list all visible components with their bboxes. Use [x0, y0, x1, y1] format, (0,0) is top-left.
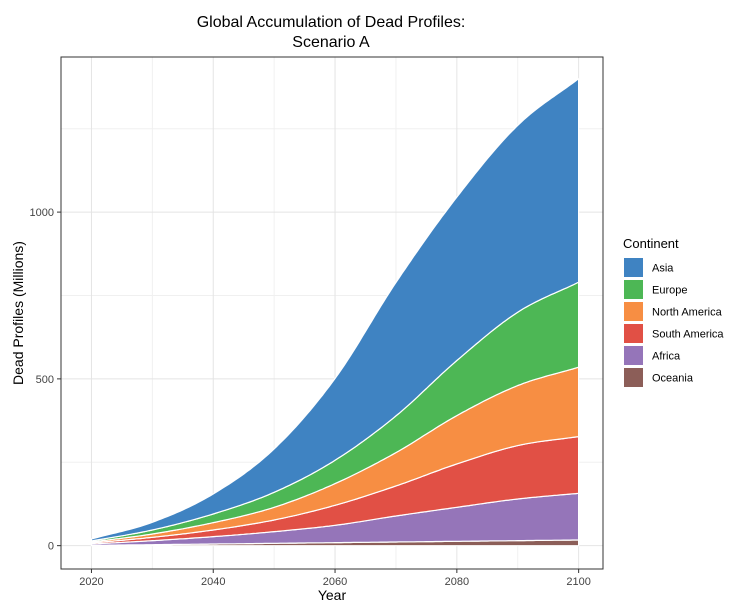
legend-swatch-oceania: [624, 368, 643, 387]
legend-label-europe: Europe: [652, 285, 687, 297]
legend-swatch-north-america: [624, 302, 643, 321]
legend-label-asia: Asia: [652, 263, 674, 275]
legend-title: Continent: [623, 236, 679, 251]
legend: Continent Asia Europe North America South A…: [623, 236, 724, 387]
legend-label-south-america: South America: [652, 329, 724, 341]
legend-label-africa: Africa: [652, 351, 681, 363]
x-tick-label: 2080: [445, 576, 469, 588]
chart-title-line-2: Scenario A: [292, 34, 370, 51]
legend-swatch-europe: [624, 280, 643, 299]
x-tick-label: 2060: [323, 576, 347, 588]
area-asia: [90, 78, 580, 542]
y-tick-label: 500: [36, 374, 54, 386]
y-tick-label: 1000: [30, 207, 54, 219]
x-tick-label: 2020: [79, 576, 103, 588]
x-axis-title: Year: [318, 587, 347, 603]
legend-label-oceania: Oceania: [652, 373, 694, 385]
legend-swatch-asia: [624, 258, 643, 277]
y-axis: 0 500 1000: [30, 207, 61, 553]
plot-border: [60, 56, 604, 570]
y-axis-title: Dead Profiles (Millions): [10, 241, 26, 385]
x-tick-label: 2040: [201, 576, 225, 588]
legend-label-north-america: North America: [652, 307, 723, 319]
x-axis: 2020 2040 2060 2080 2100: [79, 569, 591, 588]
chart-title-line-1: Global Accumulation of Dead Profiles:: [197, 14, 466, 31]
legend-swatch-south-america: [624, 324, 643, 343]
x-tick-label: 2100: [566, 576, 590, 588]
stacked-areas: [90, 78, 580, 547]
legend-swatch-africa: [624, 346, 643, 365]
y-tick-label: 0: [48, 541, 54, 553]
